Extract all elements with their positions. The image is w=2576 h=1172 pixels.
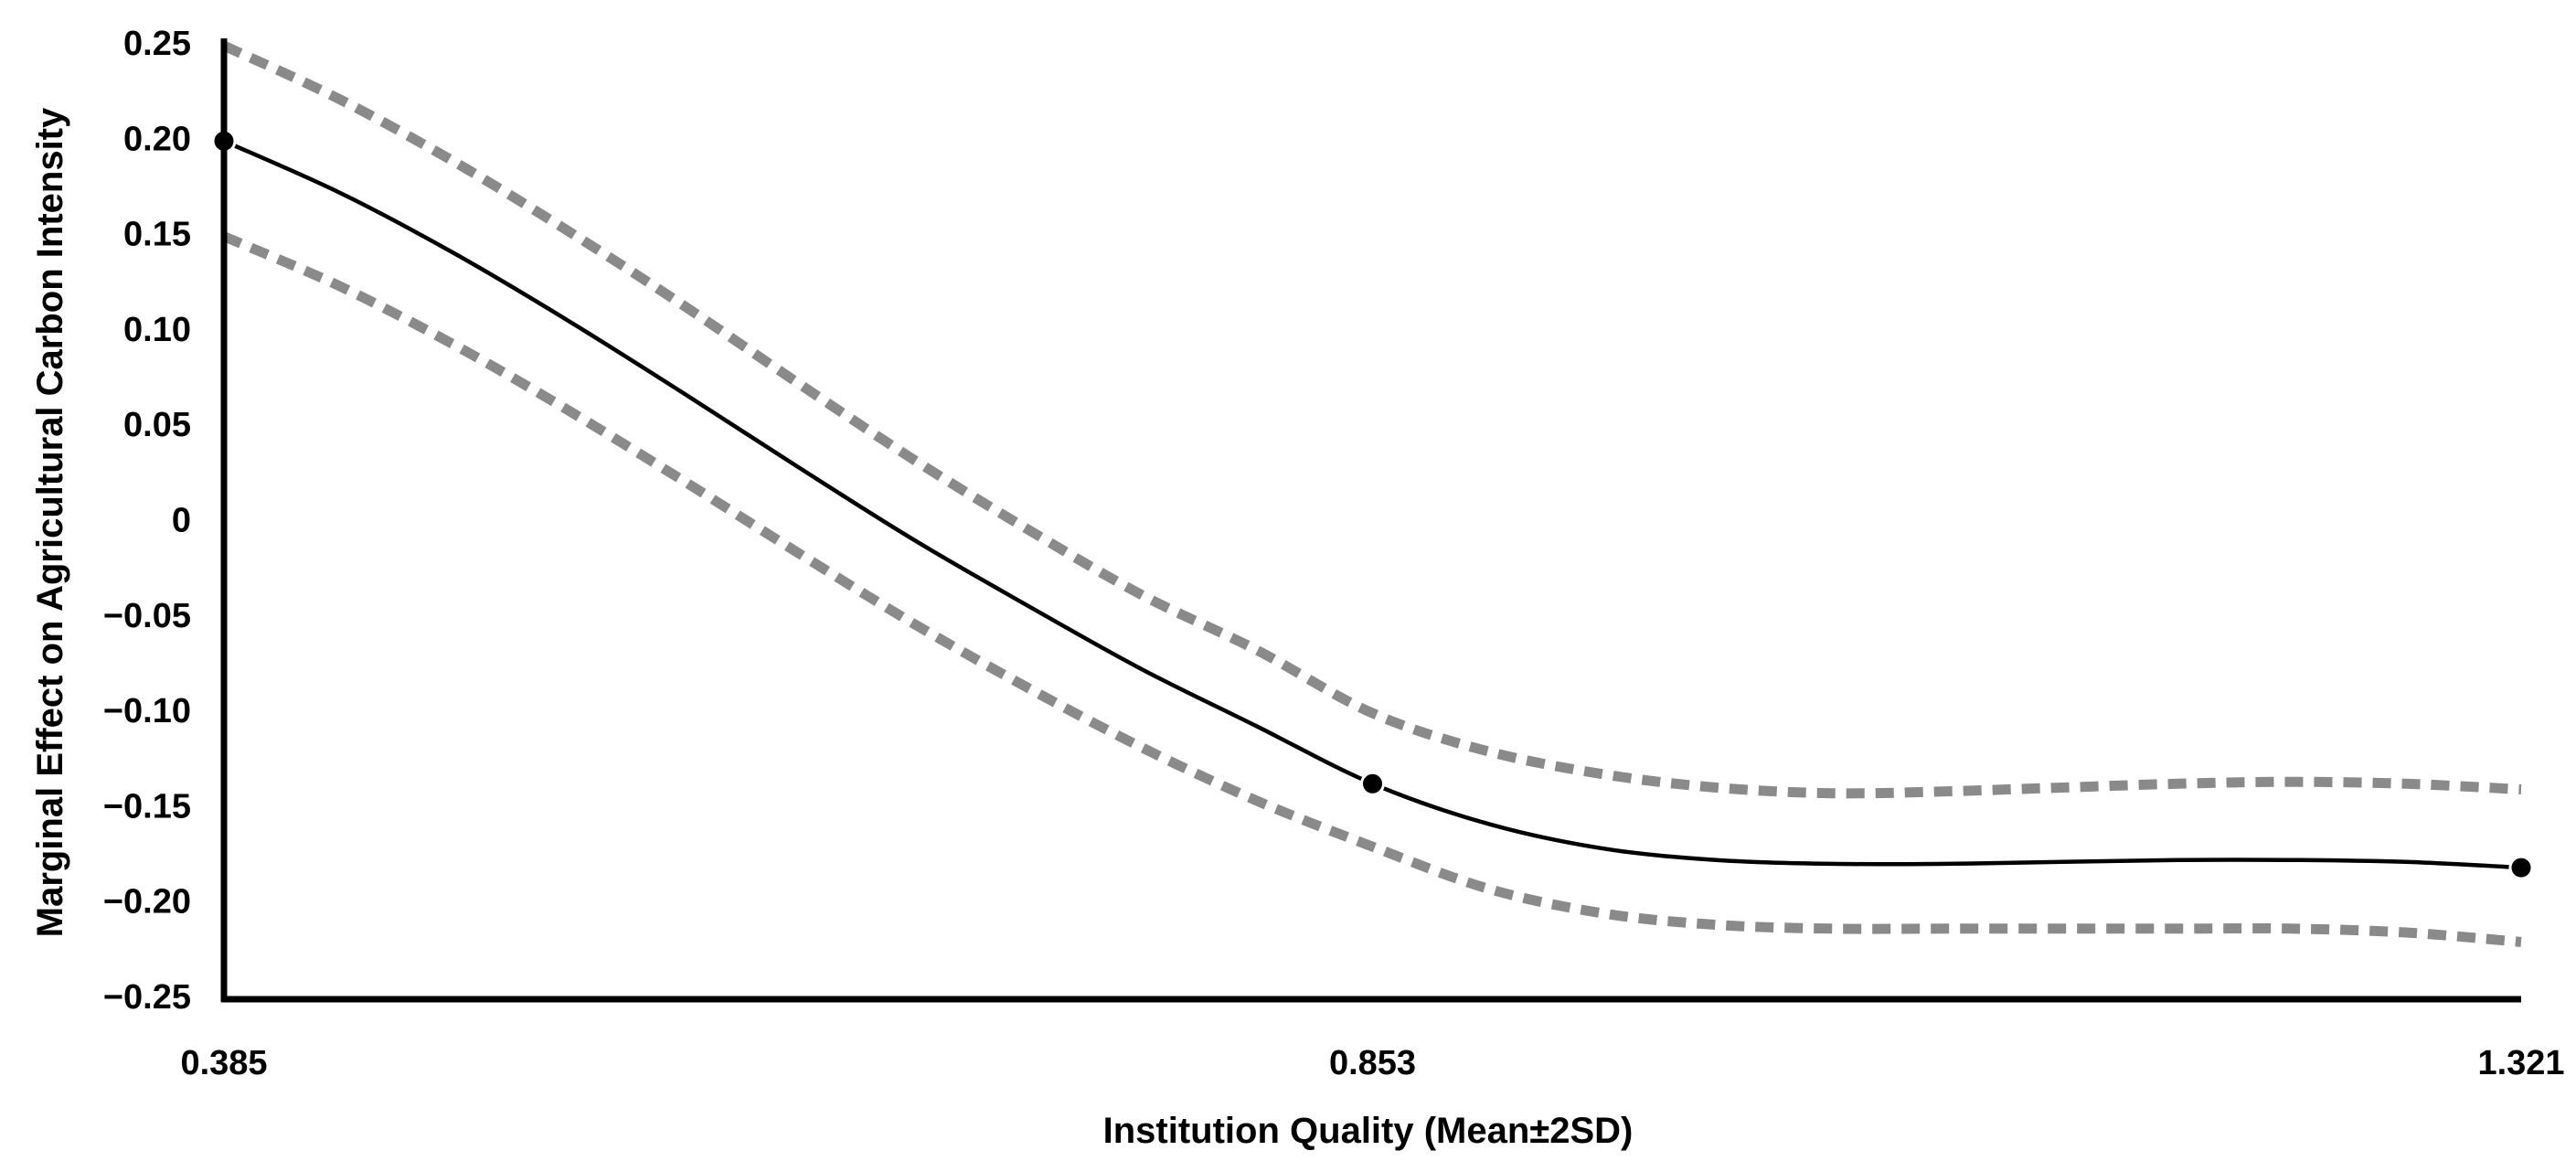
- y-tick-label: −0.05: [103, 597, 191, 635]
- x-axis-ticks: 0.385 0.853 1.321: [180, 1044, 2564, 1082]
- estimate-marker: [2508, 855, 2534, 880]
- estimate-line: [223, 139, 2522, 870]
- plot-area: [211, 41, 2534, 947]
- x-tick-label: 1.321: [2477, 1044, 2564, 1082]
- x-tick-label: 0.853: [1329, 1044, 1416, 1082]
- y-tick-label: 0.05: [123, 406, 191, 444]
- x-axis-title: Institution Quality (Mean±2SD): [1103, 1111, 1634, 1151]
- lower-ci-line: [221, 231, 2522, 947]
- y-axis-title: Marginal Effect on Agricultural Carbon I…: [30, 107, 70, 937]
- y-tick-label: −0.25: [103, 978, 191, 1017]
- x-tick-label: 0.385: [180, 1044, 267, 1082]
- upper-ci-line: [221, 41, 2522, 799]
- y-tick-label: 0.25: [123, 25, 191, 63]
- estimate-marker: [1360, 771, 1385, 796]
- y-tick-label: 0.10: [123, 311, 191, 349]
- y-tick-label: −0.20: [103, 883, 191, 922]
- y-tick-label: 0.20: [123, 120, 191, 158]
- y-tick-label: −0.10: [103, 692, 191, 730]
- y-tick-label: 0.15: [123, 216, 191, 254]
- y-tick-label: 0: [172, 502, 191, 540]
- y-tick-label: −0.15: [103, 787, 191, 826]
- y-axis-ticks: 0.25 0.20 0.15 0.10 0.05 0 −0.05 −0.10 −0.15 −0.2…: [103, 25, 191, 1017]
